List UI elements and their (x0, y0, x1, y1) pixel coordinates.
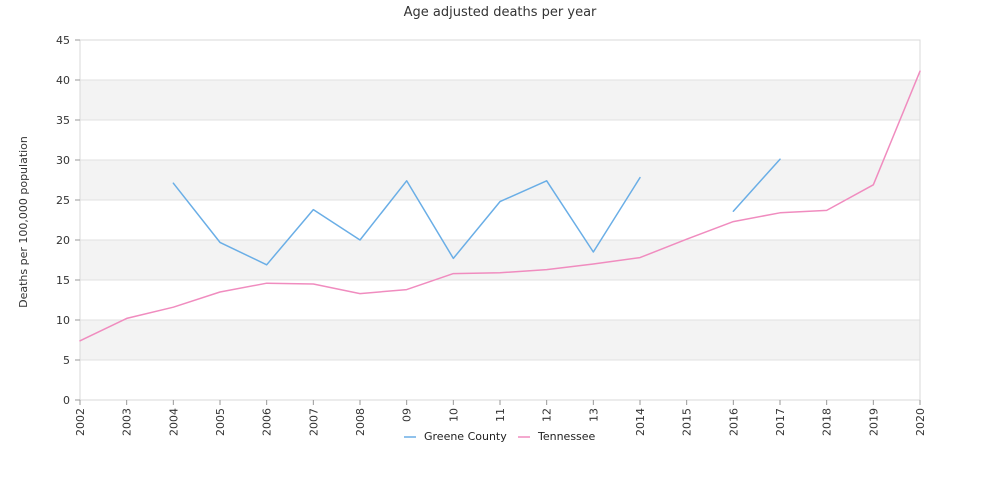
x-tick-label: 2015 (681, 408, 694, 436)
y-tick-label: 0 (63, 394, 70, 407)
chart-title: Age adjusted deaths per year (404, 5, 597, 20)
x-tick-label: 10 (447, 408, 460, 422)
x-tick-label: 2003 (121, 408, 134, 436)
x-tick-label: 2019 (867, 408, 880, 436)
y-tick-label: 30 (56, 154, 70, 167)
y-tick-label: 25 (56, 194, 70, 207)
legend-label: Tennessee (537, 430, 596, 443)
plot-band (80, 320, 920, 360)
x-tick-label: 12 (541, 408, 554, 422)
x-tick-label: 13 (587, 408, 600, 422)
y-axis-label: Deaths per 100,000 population (17, 136, 30, 308)
y-axis-ticks: 0 5 10 15 20 25 30 35 40 45 (56, 34, 80, 407)
plot-band (80, 240, 920, 280)
x-tick-label: 2017 (774, 408, 787, 436)
x-tick-label: 2002 (74, 408, 87, 436)
y-tick-label: 45 (56, 34, 70, 47)
x-tick-label: 11 (494, 408, 507, 422)
legend-item[interactable]: Greene County (404, 430, 507, 443)
x-tick-label: 2006 (261, 408, 274, 436)
x-tick-label: 2018 (821, 408, 834, 436)
x-tick-label: 2004 (167, 408, 180, 436)
y-tick-label: 15 (56, 274, 70, 287)
y-tick-label: 35 (56, 114, 70, 127)
x-tick-label: 2014 (634, 408, 647, 436)
plot-band (80, 80, 920, 120)
x-tick-label: 2016 (727, 408, 740, 436)
x-tick-label: 2005 (214, 408, 227, 436)
y-tick-label: 10 (56, 314, 70, 327)
y-tick-label: 20 (56, 234, 70, 247)
plot-band (80, 160, 920, 200)
legend-label: Greene County (424, 430, 507, 443)
x-tick-label: 09 (401, 408, 414, 422)
y-tick-label: 40 (56, 74, 70, 87)
x-tick-label: 2007 (307, 408, 320, 436)
legend: Greene County Tennessee (404, 430, 596, 443)
legend-item[interactable]: Tennessee (518, 430, 596, 443)
y-tick-label: 5 (63, 354, 70, 367)
plot-bands (80, 80, 920, 360)
x-tick-label: 2008 (354, 408, 367, 436)
x-tick-label: 2020 (914, 408, 927, 436)
